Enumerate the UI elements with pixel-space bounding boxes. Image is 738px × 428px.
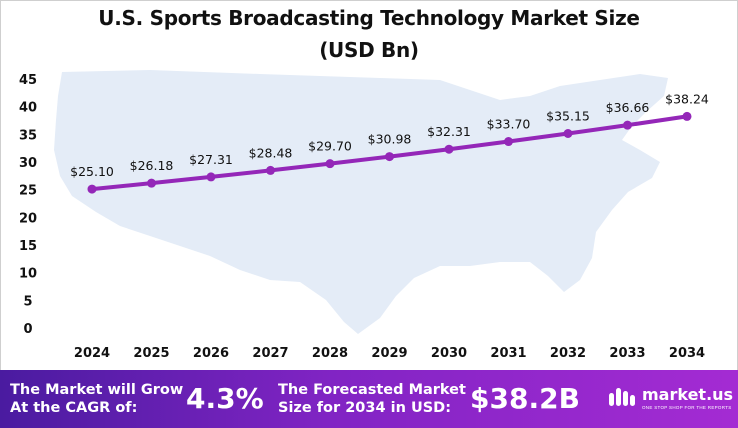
y-tick-label: 15 <box>19 239 37 254</box>
cagr-label: The Market will Grow At the CAGR of: <box>10 381 183 417</box>
market-us-logo-icon <box>609 388 635 406</box>
x-tick-label: 2027 <box>252 346 288 361</box>
y-tick-label: 35 <box>19 128 37 143</box>
chart-title: U.S. Sports Broadcasting Technology Mark… <box>98 6 640 30</box>
data-point <box>266 165 275 175</box>
forecast-label-line2: Size for 2034 in USD: <box>278 400 452 416</box>
data-label: $26.18 <box>130 158 174 173</box>
data-label: $32.31 <box>427 124 471 139</box>
chart-subtitle: (USD Bn) <box>319 38 419 62</box>
cagr-label-line2: At the CAGR of: <box>10 400 138 416</box>
y-tick-label: 25 <box>19 184 37 199</box>
us-map-background <box>54 70 668 334</box>
data-point <box>444 144 454 154</box>
x-tick-label: 2032 <box>550 346 586 361</box>
brand-tagline: ONE STOP SHOP FOR THE REPORTS <box>642 405 732 410</box>
y-tick-label: 45 <box>19 73 37 88</box>
x-tick-label: 2029 <box>371 346 407 361</box>
cagr-value: 4.3% <box>186 382 264 415</box>
data-label: $33.70 <box>487 117 531 132</box>
data-label: $29.70 <box>308 139 352 154</box>
data-labels: $25.10 $26.18 $27.31 $28.48 $29.70 $30.98 $32.… <box>70 91 709 179</box>
forecast-label-line1: The Forecasted Market <box>278 382 466 398</box>
data-label: $25.10 <box>70 164 114 179</box>
data-points <box>87 111 692 194</box>
y-axis: 0 5 10 15 20 25 30 35 40 45 <box>19 73 37 337</box>
data-point <box>682 111 692 121</box>
data-label: $38.24 <box>665 91 709 106</box>
x-tick-label: 2030 <box>431 346 467 361</box>
footer-banner: The Market will Grow At the CAGR of: 4.3… <box>0 370 738 428</box>
x-tick-label: 2028 <box>312 346 348 361</box>
y-tick-label: 40 <box>19 101 37 116</box>
brand-logo: market.us ONE STOP SHOP FOR THE REPORTS <box>608 383 734 417</box>
y-tick-label: 30 <box>19 156 37 171</box>
data-point <box>563 129 573 139</box>
x-tick-label: 2031 <box>490 346 526 361</box>
data-label: $30.98 <box>368 132 412 147</box>
x-tick-label: 2024 <box>74 346 110 361</box>
data-label: $28.48 <box>249 145 293 160</box>
x-tick-label: 2026 <box>193 346 229 361</box>
data-point <box>147 178 156 188</box>
cagr-label-line1: The Market will Grow <box>10 382 184 398</box>
x-tick-label: 2033 <box>609 346 645 361</box>
brand-name: market.us <box>642 385 734 404</box>
y-tick-label: 5 <box>23 294 32 309</box>
x-axis: 2024 2025 2026 2027 2028 2029 2030 2031 2032 2033… <box>74 346 705 361</box>
data-point <box>206 172 216 182</box>
y-tick-label: 10 <box>19 267 37 282</box>
data-point <box>623 120 632 130</box>
y-tick-label: 20 <box>19 211 37 226</box>
data-label: $35.15 <box>546 109 590 124</box>
data-label: $27.31 <box>189 152 233 167</box>
forecast-label: The Forecasted Market Size for 2034 in U… <box>278 381 466 417</box>
data-point <box>385 152 394 162</box>
data-point <box>87 184 97 194</box>
x-tick-label: 2034 <box>669 346 705 361</box>
data-point <box>504 137 513 147</box>
x-tick-label: 2025 <box>133 346 169 361</box>
data-point <box>325 159 335 169</box>
forecast-value: $38.2B <box>470 382 580 415</box>
data-label: $36.66 <box>606 100 650 115</box>
y-tick-label: 0 <box>23 322 32 337</box>
